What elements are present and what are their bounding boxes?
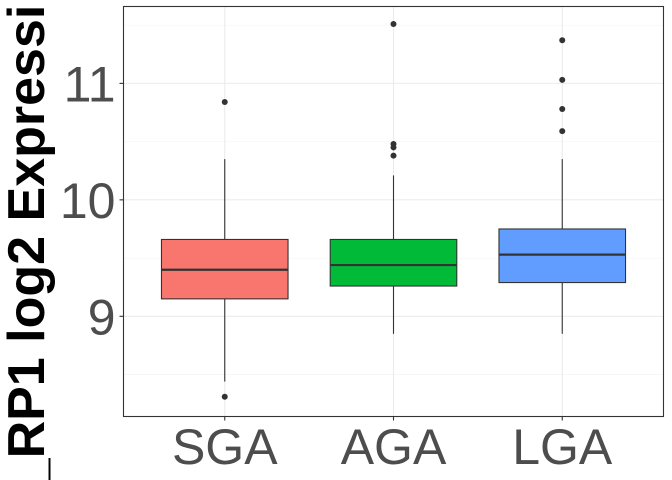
y-tick-label: 11 (64, 56, 116, 112)
outlier-point-lga (559, 37, 566, 44)
outlier-point-lga (559, 76, 566, 83)
outlier-point-aga (390, 20, 397, 27)
outlier-point-aga (390, 144, 397, 151)
outlier-point-sga (221, 393, 228, 400)
y-tick-label: 9 (88, 289, 116, 345)
axis-layer: 9 10 11 SGA AGA LGA (60, 56, 613, 475)
x-tick-label: AGA (341, 419, 447, 475)
outlier-point-lga (559, 128, 566, 135)
box-lga (498, 228, 627, 284)
outlier-point-aga (390, 152, 397, 159)
box-layer (160, 20, 627, 400)
y-tick-label: 10 (60, 173, 116, 229)
x-tick-label: LGA (512, 419, 613, 475)
x-tick-label: SGA (172, 419, 278, 475)
box-aga (329, 238, 458, 287)
outlier-point-lga (559, 106, 566, 112)
outlier-point-sga (221, 99, 228, 106)
y-axis-title: _RP1 log2 Expressi (0, 5, 56, 480)
